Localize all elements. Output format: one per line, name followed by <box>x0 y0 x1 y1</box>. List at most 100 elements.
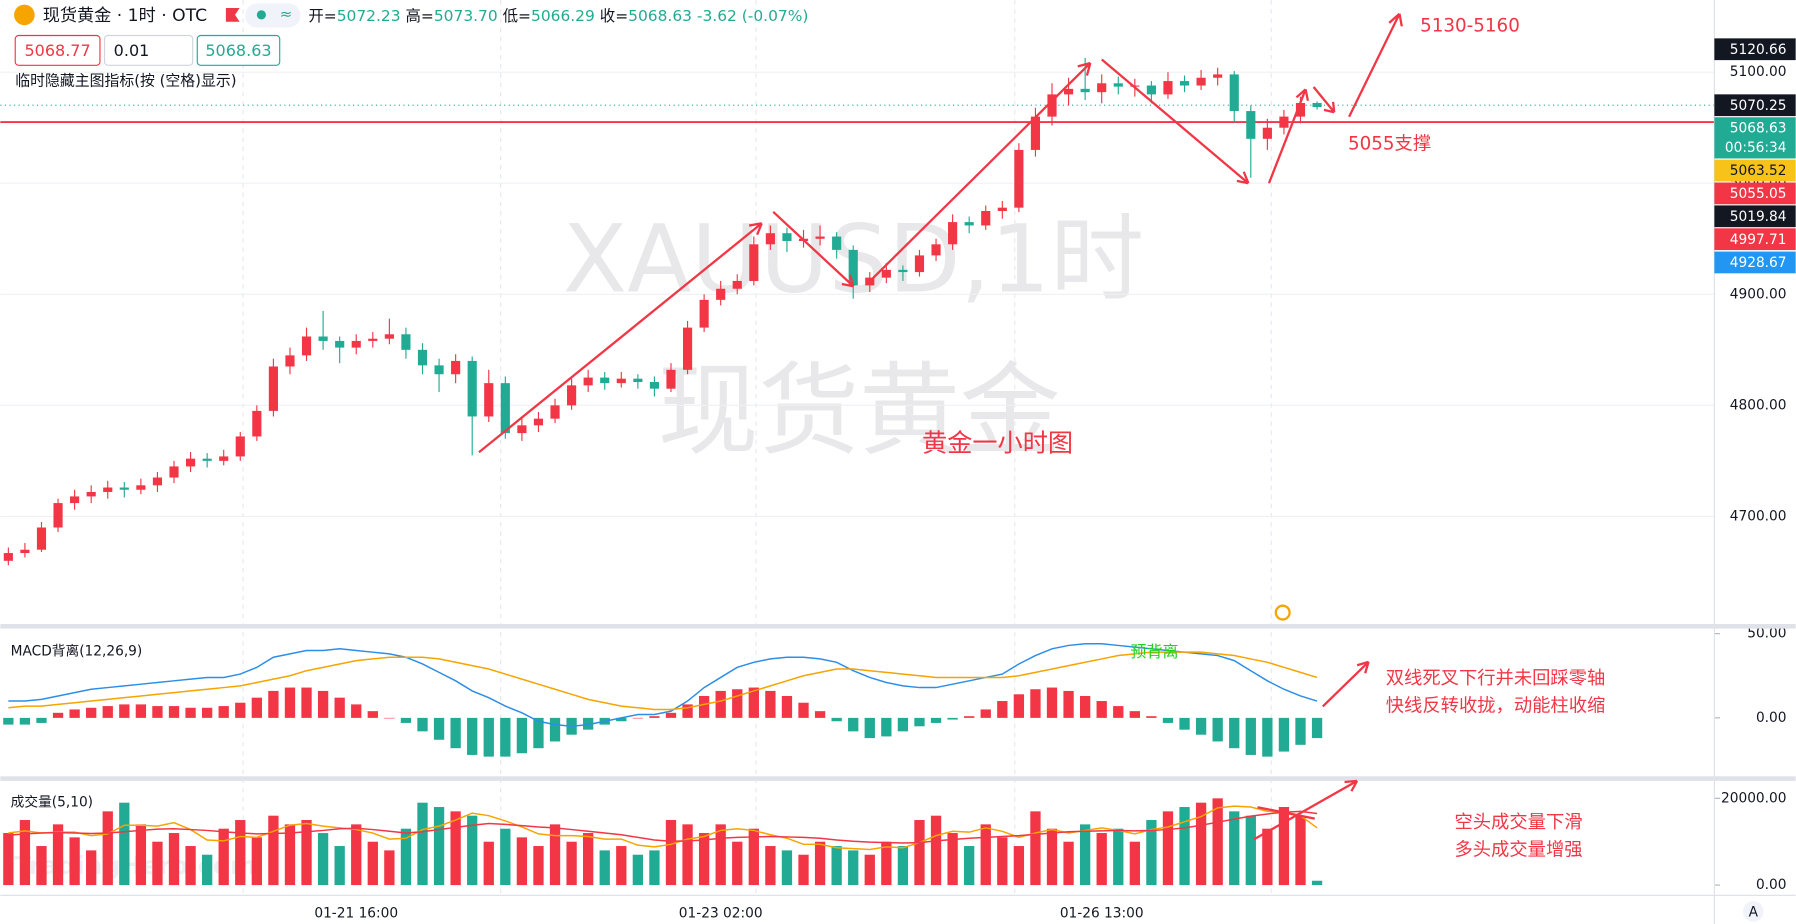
candle-body <box>285 355 294 366</box>
candle-body <box>981 211 990 225</box>
volume-bar <box>815 842 825 885</box>
candle-body <box>683 328 692 370</box>
volume-bar <box>947 833 957 885</box>
macd-histogram <box>252 698 262 718</box>
candle-body <box>368 339 377 341</box>
macd-histogram <box>1047 688 1057 718</box>
volume-bar <box>931 816 941 885</box>
candle-body <box>650 382 659 389</box>
macd-histogram <box>1179 718 1189 730</box>
volume-bar <box>898 846 908 885</box>
macd-histogram <box>1030 689 1040 718</box>
macd-histogram <box>500 718 510 757</box>
macd-histogram <box>119 704 129 717</box>
volume-bar <box>550 824 560 885</box>
volume-bar <box>152 842 162 885</box>
symbol-title[interactable]: 现货黄金 · 1时 · OTC <box>43 6 207 26</box>
macd-histogram <box>53 713 63 718</box>
macd-histogram <box>1130 711 1140 718</box>
ohlc-label: 收= <box>600 7 628 25</box>
volume-bar <box>1113 829 1123 885</box>
volume-bar <box>3 833 13 885</box>
candle-body <box>965 222 974 225</box>
price-tag-label: 5055.05 <box>1730 186 1787 202</box>
indicator-hint[interactable]: 临时隐藏主图指标(按 (空格)显示) <box>15 71 236 89</box>
candle-body <box>1197 78 1206 86</box>
macd-histogram <box>20 718 30 725</box>
macd-histogram <box>550 718 560 742</box>
volume-bar <box>86 850 96 885</box>
ohlc-label: 高= <box>405 7 433 25</box>
volume-bar <box>533 846 543 885</box>
macd-histogram <box>1146 716 1156 718</box>
candle-body <box>1064 89 1073 95</box>
volume-bar <box>252 837 262 885</box>
volume-title[interactable]: 成交量(5,10) <box>11 794 93 811</box>
volume-bar <box>831 846 841 885</box>
volume-bar <box>185 846 195 885</box>
volume-bar <box>368 842 378 885</box>
macd-histogram <box>1014 694 1024 718</box>
candle-body <box>998 208 1007 211</box>
price-tag-label: 4997.71 <box>1730 232 1787 248</box>
candle-body <box>700 300 709 328</box>
candle-body <box>53 503 62 527</box>
candle-body <box>1081 89 1090 92</box>
macd-histogram <box>997 701 1007 718</box>
volume-bar <box>500 829 510 885</box>
candle-body <box>153 478 162 486</box>
candle-body <box>252 411 261 437</box>
buy-price[interactable]: 5068.63 <box>205 41 271 60</box>
sell-price[interactable]: 5068.77 <box>24 41 90 60</box>
candle-body <box>716 289 725 300</box>
macd-histogram <box>450 718 460 748</box>
volume-bar <box>666 820 676 885</box>
volume-bar <box>484 842 494 885</box>
price-tag-label: 4928.67 <box>1730 255 1787 271</box>
macd-histogram <box>964 716 974 718</box>
candle-body <box>550 405 559 418</box>
macd-histogram <box>1295 718 1305 745</box>
candle-body <box>434 365 443 374</box>
macd-histogram <box>732 689 742 718</box>
volume-bar <box>202 855 212 885</box>
countdown: 00:56:34 <box>1725 140 1787 156</box>
volume-bar <box>169 833 179 885</box>
macd-histogram <box>467 718 477 755</box>
candle-body <box>915 255 924 272</box>
panel-separator <box>0 624 1795 629</box>
macd-title[interactable]: MACD背离(12,26,9) <box>11 642 143 659</box>
candle-body <box>236 436 245 456</box>
qty[interactable]: 0.01 <box>114 41 150 60</box>
volume-bar <box>136 824 146 885</box>
volume-bar <box>1063 842 1073 885</box>
annotation: 快线反转收拢，动能柱收缩 <box>1386 695 1606 716</box>
candle-body <box>501 383 510 433</box>
macd-histogram <box>285 688 295 718</box>
candle-body <box>617 379 626 383</box>
candle-body <box>1163 81 1172 94</box>
auto-scale-label[interactable]: A <box>1749 905 1759 921</box>
volume-bar <box>1030 811 1040 885</box>
y-tick-label: 0.00 <box>1756 877 1787 893</box>
price-tag-label: 5063.52 <box>1730 163 1787 179</box>
volume-bar <box>268 816 278 885</box>
macd-histogram <box>169 706 179 718</box>
candle-body <box>385 334 394 338</box>
candle-body <box>335 341 344 348</box>
ohlc-value: 5066.29 <box>531 7 595 25</box>
y-tick-label: 0.00 <box>1756 710 1787 726</box>
volume-bar <box>1163 811 1173 885</box>
volume-bar <box>103 811 113 885</box>
volume-bar <box>1130 842 1140 885</box>
candle-body <box>948 222 957 244</box>
candle-body <box>733 281 742 289</box>
event-icon[interactable] <box>1276 606 1290 620</box>
macd-histogram <box>931 718 941 723</box>
candle-body <box>269 366 278 410</box>
candle-body <box>816 237 825 239</box>
volume-bar <box>914 820 924 885</box>
x-tick-label: 01-23 02:00 <box>679 906 763 922</box>
candle-body <box>832 237 841 250</box>
volume-bar <box>235 820 245 885</box>
